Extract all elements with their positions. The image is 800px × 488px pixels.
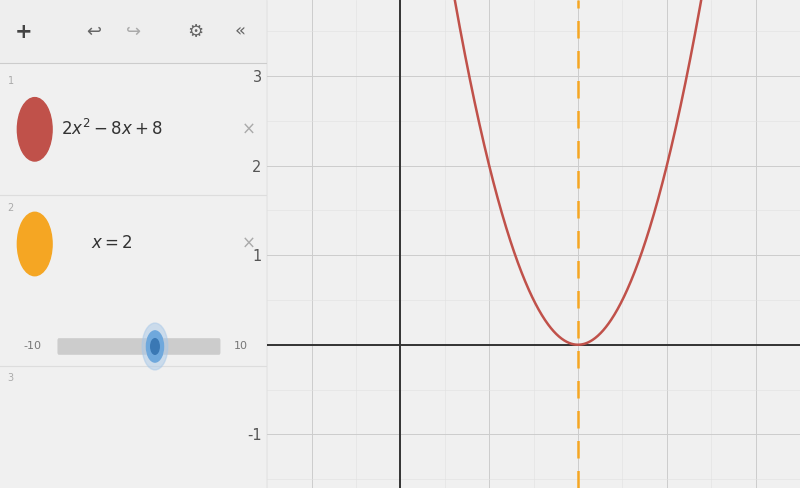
- Text: 〜: 〜: [31, 123, 38, 136]
- Text: +: +: [15, 22, 33, 41]
- Text: «: «: [235, 23, 246, 41]
- Circle shape: [18, 98, 52, 161]
- Circle shape: [18, 212, 52, 276]
- FancyBboxPatch shape: [58, 338, 221, 355]
- Text: -10: -10: [23, 342, 41, 351]
- FancyBboxPatch shape: [0, 0, 267, 63]
- Text: 1: 1: [8, 76, 14, 85]
- Text: 2: 2: [7, 203, 14, 212]
- Text: ×: ×: [242, 121, 255, 138]
- Text: $2x^2 - 8x + 8$: $2x^2 - 8x + 8$: [62, 119, 163, 140]
- Circle shape: [142, 323, 168, 370]
- Text: 10: 10: [234, 342, 247, 351]
- Circle shape: [150, 339, 159, 354]
- Text: 〜: 〜: [31, 238, 38, 250]
- Text: ↩: ↩: [86, 23, 101, 41]
- Circle shape: [146, 331, 163, 362]
- Text: 3: 3: [8, 373, 14, 383]
- Text: ×: ×: [242, 235, 255, 253]
- Text: ⚙: ⚙: [187, 23, 203, 41]
- Text: ↪: ↪: [126, 23, 141, 41]
- Text: $x = 2$: $x = 2$: [91, 236, 133, 252]
